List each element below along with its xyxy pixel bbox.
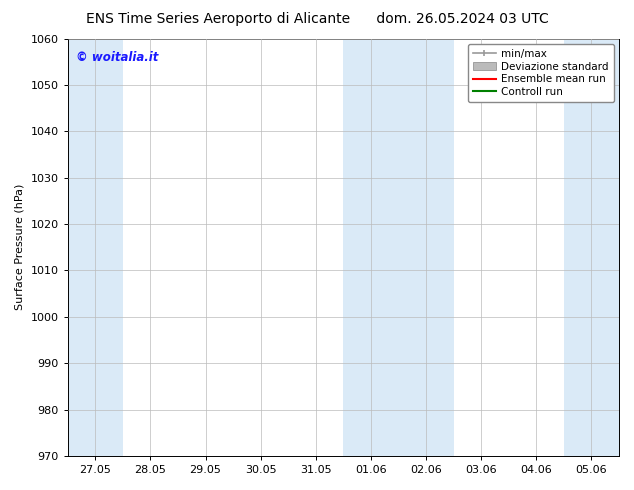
- Text: © woitalia.it: © woitalia.it: [76, 51, 158, 64]
- Legend: min/max, Deviazione standard, Ensemble mean run, Controll run: min/max, Deviazione standard, Ensemble m…: [468, 44, 614, 102]
- Y-axis label: Surface Pressure (hPa): Surface Pressure (hPa): [15, 184, 25, 311]
- Bar: [68, 39, 123, 456]
- Bar: [344, 39, 453, 456]
- Bar: [564, 39, 619, 456]
- Text: ENS Time Series Aeroporto di Alicante      dom. 26.05.2024 03 UTC: ENS Time Series Aeroporto di Alicante do…: [86, 12, 548, 26]
